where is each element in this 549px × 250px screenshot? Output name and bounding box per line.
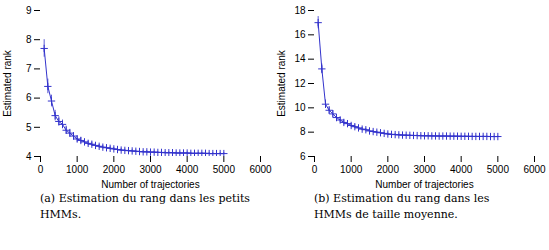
svg-text:9: 9 [26,5,32,16]
svg-text:7: 7 [26,63,32,74]
svg-text:16: 16 [294,29,306,40]
svg-text:4000: 4000 [176,164,199,175]
svg-text:4000: 4000 [450,164,473,175]
svg-text:Number of trajectories: Number of trajectories [375,179,473,190]
svg-text:3000: 3000 [413,164,436,175]
html-text:HMMs.: HMMs. [40,208,82,221]
svg-text:8: 8 [26,34,32,45]
svg-text:4: 4 [26,151,32,162]
svg-text:1000: 1000 [66,164,89,175]
svg-text:Number of trajectories: Number of trajectories [101,179,199,190]
svg-text:18: 18 [294,5,306,16]
svg-text:8: 8 [300,126,306,137]
svg-text:Estimated rank: Estimated rank [2,49,13,117]
svg-text:5000: 5000 [213,164,236,175]
svg-text:0: 0 [312,164,318,175]
svg-text:6: 6 [26,92,32,103]
html-text:(b) Estimation du rang dans le: (b) Estimation du rang dans les [314,192,490,205]
svg-text:14: 14 [294,53,306,64]
svg-text:3000: 3000 [139,164,162,175]
svg-text:6000: 6000 [523,164,546,175]
svg-text:0: 0 [38,164,44,175]
svg-text:1000: 1000 [340,164,363,175]
svg-text:5: 5 [26,122,32,133]
svg-text:6000: 6000 [249,164,272,175]
svg-text:6: 6 [300,151,306,162]
svg-text:5000: 5000 [487,164,510,175]
svg-text:12: 12 [294,78,306,89]
svg-text:2000: 2000 [377,164,400,175]
svg-text:10: 10 [294,102,306,113]
svg-text:2000: 2000 [103,164,126,175]
svg-text:Estimated rank: Estimated rank [276,49,287,117]
html-text:(a) Estimation du rang dans le: (a) Estimation du rang dans les petits [40,192,250,205]
html-text:HMMs de taille moyenne.: HMMs de taille moyenne. [314,208,458,221]
